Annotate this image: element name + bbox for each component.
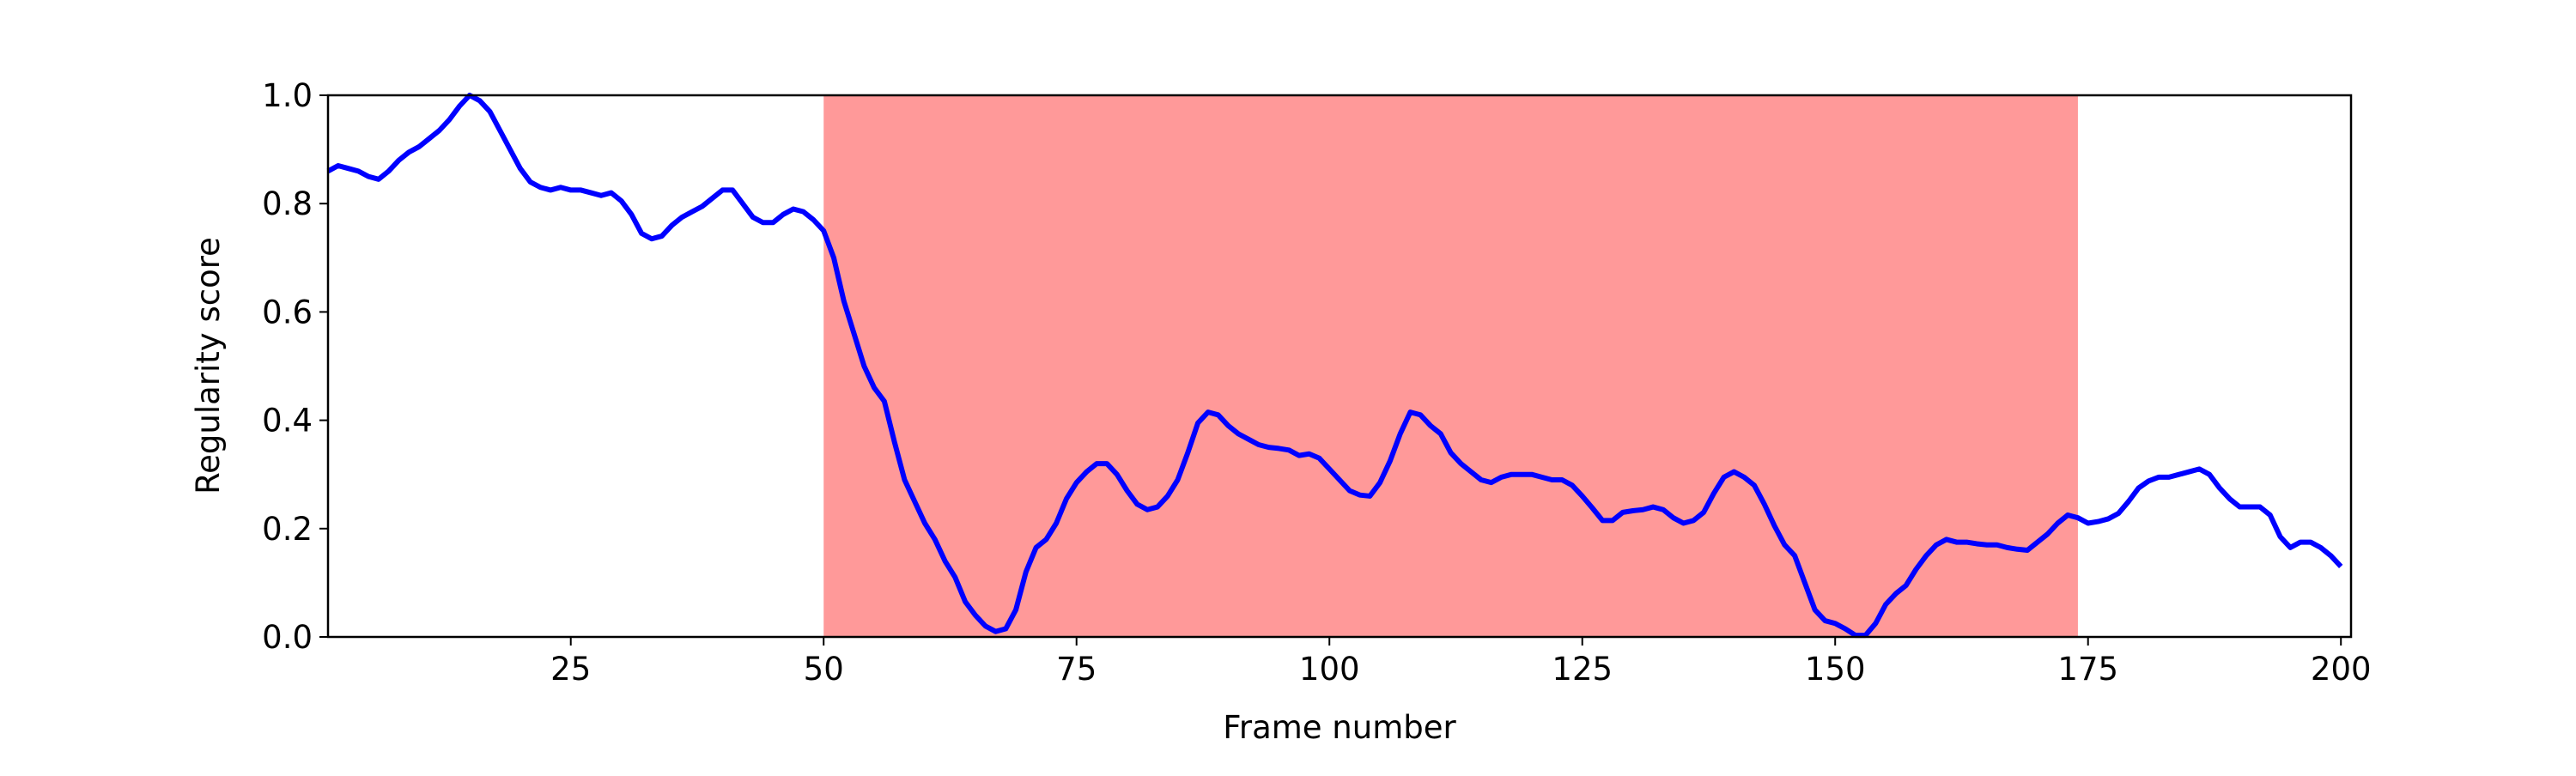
y-tick-label: 0.4	[262, 403, 313, 440]
y-tick-label: 0.0	[262, 619, 313, 656]
x-tick-label: 200	[2311, 651, 2372, 688]
line-series	[326, 93, 2343, 639]
x-tick-label: 25	[550, 651, 591, 688]
x-tick-label: 50	[804, 651, 844, 688]
x-tick-label: 100	[1299, 651, 1360, 688]
x-tick-label: 75	[1056, 651, 1097, 688]
plot-frame	[326, 94, 2353, 639]
y-tick-label: 1.0	[262, 77, 313, 114]
y-tick-label: 0.2	[262, 511, 313, 548]
x-tick-label: 125	[1552, 651, 1613, 688]
x-tick-label: 150	[1805, 651, 1866, 688]
y-tick-label: 0.6	[262, 294, 313, 330]
y-tick-label: 0.8	[262, 185, 313, 222]
x-tick-label: 175	[2057, 651, 2118, 688]
y-axis-label: Regularity score	[190, 237, 227, 494]
x-axis-label: Frame number	[1223, 709, 1456, 746]
shaded-region	[823, 95, 2078, 637]
